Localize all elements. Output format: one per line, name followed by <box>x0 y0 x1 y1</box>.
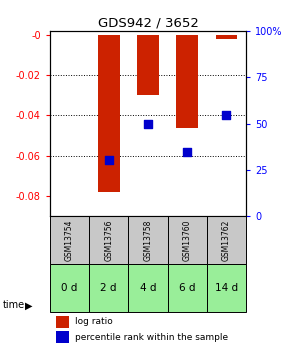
Text: GSM13760: GSM13760 <box>183 219 192 261</box>
Text: ▶: ▶ <box>25 300 33 310</box>
Bar <box>128 264 168 312</box>
Text: 6 d: 6 d <box>179 283 195 293</box>
Point <box>224 113 229 118</box>
Bar <box>176 35 198 128</box>
Text: GSM13754: GSM13754 <box>65 219 74 261</box>
Text: log ratio: log ratio <box>75 317 113 326</box>
Bar <box>128 216 168 264</box>
Bar <box>50 216 89 264</box>
Bar <box>50 264 89 312</box>
Point <box>106 158 111 163</box>
Bar <box>56 316 69 328</box>
Text: GSM13762: GSM13762 <box>222 219 231 261</box>
Bar <box>168 264 207 312</box>
Title: GDS942 / 3652: GDS942 / 3652 <box>98 17 198 30</box>
Text: 0 d: 0 d <box>61 283 78 293</box>
Text: 2 d: 2 d <box>100 283 117 293</box>
Bar <box>98 35 120 192</box>
Text: 4 d: 4 d <box>140 283 156 293</box>
Bar <box>168 216 207 264</box>
Text: percentile rank within the sample: percentile rank within the sample <box>75 333 229 342</box>
Bar <box>216 35 237 39</box>
Text: GSM13756: GSM13756 <box>104 219 113 261</box>
Text: GSM13758: GSM13758 <box>144 219 152 261</box>
Bar <box>56 331 69 343</box>
Bar <box>89 216 128 264</box>
Bar <box>207 264 246 312</box>
Bar <box>207 216 246 264</box>
Text: 14 d: 14 d <box>215 283 238 293</box>
Point <box>185 150 190 155</box>
Bar <box>89 264 128 312</box>
Bar <box>137 35 159 95</box>
Text: time: time <box>3 300 25 310</box>
Point <box>146 121 150 126</box>
